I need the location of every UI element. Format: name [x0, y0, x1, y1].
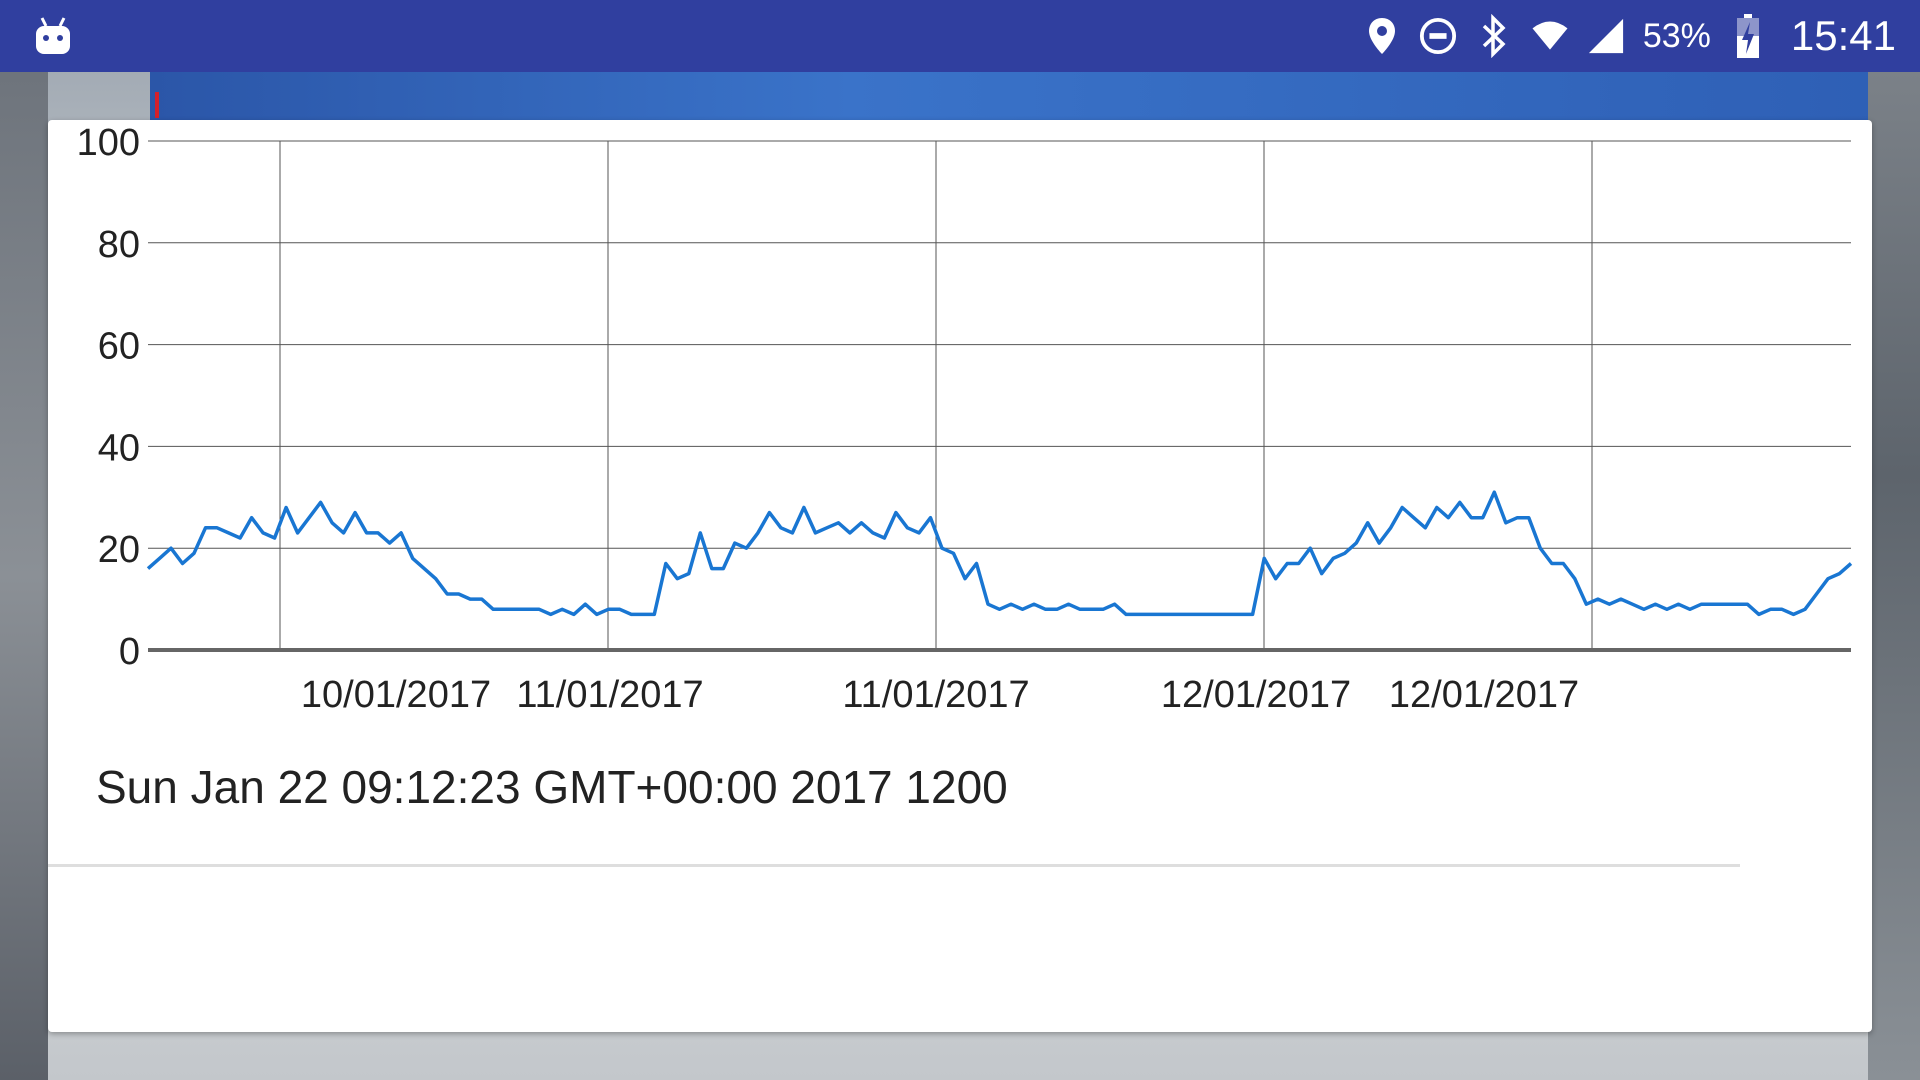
y-tick-label: 20	[98, 529, 140, 571]
background-right	[1868, 72, 1920, 1080]
do-not-disturb-icon	[1419, 17, 1457, 55]
status-bar: 53% 15:41	[0, 0, 1920, 72]
battery-charging-icon	[1729, 14, 1767, 58]
y-tick-label: 40	[98, 427, 140, 469]
y-tick-label: 100	[77, 122, 140, 164]
divider	[48, 864, 1740, 867]
clock: 15:41	[1790, 12, 1896, 59]
x-tick-label: 12/01/2017	[1389, 674, 1579, 716]
x-tick-label: 12/01/2017	[1161, 674, 1351, 716]
series-line	[146, 490, 1853, 617]
x-tick-label: 11/01/2017	[516, 674, 703, 716]
background-left	[0, 72, 48, 1080]
bluetooth-icon	[1475, 14, 1513, 58]
background-red-mark	[155, 92, 159, 118]
android-icon	[36, 17, 70, 54]
timestamp-caption: Sun Jan 22 09:12:23 GMT+00:00 2017 1200	[96, 761, 1008, 813]
battery-percent: 53%	[1642, 17, 1711, 55]
cell-signal-icon	[1587, 17, 1625, 55]
line-chart[interactable]: 0 20 40 60 80 100 10/01/2017 11/01/2017 11/01/20…	[48, 120, 1872, 720]
y-tick-label: 0	[119, 631, 140, 673]
x-tick-label: 10/01/2017	[301, 674, 491, 716]
y-tick-label: 60	[98, 326, 140, 368]
location-icon	[1363, 17, 1401, 55]
x-tick-label: 11/01/2017	[842, 674, 1029, 716]
wifi-icon	[1531, 17, 1569, 55]
y-tick-label: 80	[98, 224, 140, 266]
chart-card: 0 20 40 60 80 100 10/01/2017 11/01/2017 11/01/20…	[48, 120, 1872, 1032]
